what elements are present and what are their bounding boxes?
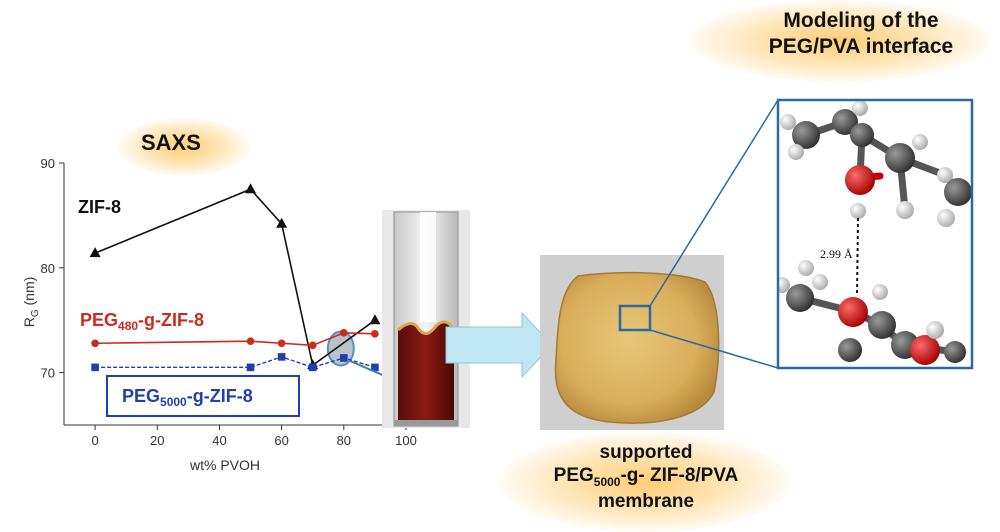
data-point: [369, 314, 381, 325]
data-point: [91, 363, 99, 372]
y-tick-label: 80: [41, 261, 55, 276]
chart-series: [89, 183, 423, 393]
data-point: [91, 339, 99, 348]
membrane-caption-line3: membrane: [597, 490, 695, 512]
modeling-title-line1: Modeling of the: [783, 9, 939, 32]
x-tick-label: 20: [150, 433, 164, 448]
data-point: [276, 217, 288, 228]
series-line-2: [95, 356, 376, 369]
data-point: [371, 363, 379, 372]
data-point: [89, 247, 101, 258]
molecular-model: [777, 100, 972, 368]
x-tick-label: 80: [337, 433, 351, 448]
data-point: [308, 363, 317, 372]
zoom-marker: [618, 304, 652, 332]
hydrogen-bond: [856, 217, 859, 296]
data-point: [246, 337, 255, 345]
data-point: [245, 183, 257, 194]
right-arrow: [445, 311, 553, 379]
zoom-line-top: [649, 99, 779, 307]
chart-labels: ZIF-8 PEG480-g-ZIF-8 PEG5000-g-ZIF-8: [78, 197, 300, 417]
chart-axes: 0 20 40 60 80 100 70 80 90 wt% PVOH RG (nm): [21, 156, 417, 473]
legend-peg5000-box: [106, 375, 300, 417]
saxs-title: SAXS: [141, 130, 201, 155]
membrane-caption-line2: PEG5000-g- ZIF-8/PVA: [496, 464, 796, 489]
data-point: [371, 330, 379, 338]
x-tick-label: 100: [395, 433, 417, 448]
membrane-image: [540, 255, 724, 430]
data-point: [246, 363, 255, 372]
x-tick-label: 0: [91, 433, 98, 448]
molecule-frame: [776, 98, 974, 370]
data-point: [277, 353, 286, 361]
membrane-glow: [500, 432, 790, 532]
membrane-peg-sub: 5000: [593, 474, 621, 489]
modeling-title-line2: PEG/PVA interface: [768, 34, 954, 58]
x-axis-label: wt% PVOH: [189, 457, 260, 473]
distance-label: 2.99 Å: [820, 247, 853, 261]
y-tick-label: 70: [41, 366, 55, 381]
membrane-rest: -g- ZIF-8/PVA: [620, 465, 739, 487]
saxs-glow: [118, 118, 250, 176]
data-point: [277, 339, 286, 348]
legend-zif8: ZIF-8: [78, 197, 121, 217]
modeling-glow: [690, 0, 990, 82]
series-line-1: [95, 331, 375, 347]
data-point: [340, 354, 348, 362]
zoom-line-bottom: [649, 329, 779, 369]
membrane-caption: supported PEG5000-g- ZIF-8/PVA membrane: [496, 441, 796, 513]
data-point: [308, 341, 317, 350]
membrane-peg: PEG: [553, 465, 594, 487]
x-tick-label: 60: [274, 433, 288, 448]
modeling-title: Modeling of the PEG/PVA interface: [730, 8, 992, 59]
y-axis-label: RG (nm): [21, 277, 41, 328]
y-tick-label: 90: [41, 156, 55, 171]
x-tick-label: 40: [212, 433, 226, 448]
legend-peg480: PEG480-g-ZIF-8: [80, 310, 204, 333]
data-point: [340, 328, 348, 337]
membrane-caption-line1: supported: [599, 442, 693, 463]
legend-peg5000: PEG5000-g-ZIF-8: [122, 386, 253, 409]
cuvette-image: [382, 210, 470, 428]
